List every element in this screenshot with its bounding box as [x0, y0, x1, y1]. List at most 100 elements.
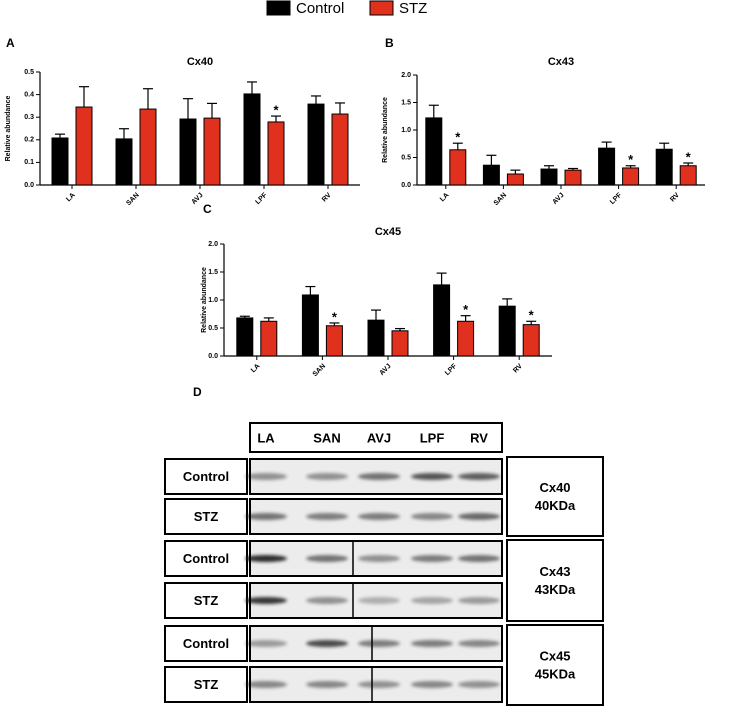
blot-band — [245, 597, 287, 604]
lane-label: LA — [257, 430, 275, 445]
bar — [457, 320, 475, 357]
chart-title: Cx43 — [548, 56, 574, 68]
bar — [598, 147, 616, 186]
blot-band — [245, 640, 287, 647]
y-tick-label: 0.5 — [208, 325, 218, 332]
y-tick-label: 0.0 — [208, 353, 218, 360]
significance-mark: * — [332, 309, 338, 324]
bar — [243, 93, 261, 186]
bar — [331, 113, 349, 186]
protein-size: 40KDa — [535, 498, 576, 513]
blot-band — [458, 513, 500, 520]
protein-size: 45KDa — [535, 666, 576, 681]
significance-mark: * — [529, 308, 535, 323]
x-tick-label: RV — [512, 363, 524, 375]
bar — [433, 284, 451, 357]
bar — [115, 138, 133, 186]
blot-band — [245, 555, 287, 562]
bar — [506, 173, 524, 186]
blot-band — [306, 681, 348, 688]
y-tick-label: 0.0 — [401, 182, 411, 189]
x-tick-label: RV — [321, 192, 333, 204]
lane-label: SAN — [313, 430, 340, 445]
bar — [679, 165, 697, 186]
blot-band — [411, 513, 453, 520]
y-tick-label: 1.5 — [401, 99, 411, 106]
bar — [482, 164, 500, 186]
lane-label: LPF — [420, 430, 445, 445]
blot-box — [249, 498, 503, 535]
blot-band — [245, 513, 287, 520]
bar — [179, 118, 197, 186]
blot-box — [249, 458, 503, 495]
y-tick-label: 0.3 — [24, 114, 34, 121]
blot-band — [411, 640, 453, 647]
y-tick-label: 0.1 — [24, 159, 34, 166]
group-box — [506, 624, 604, 706]
y-tick-label: 2.0 — [208, 241, 218, 248]
blot-band — [458, 597, 500, 604]
protein-name: Cx43 — [539, 564, 570, 579]
x-tick-label: SAN — [493, 192, 508, 207]
significance-mark: * — [455, 130, 461, 145]
bar — [564, 169, 582, 186]
row-label: STZ — [194, 593, 219, 608]
bar — [75, 106, 93, 186]
bar — [449, 149, 467, 186]
bar — [522, 324, 540, 357]
blot-band — [358, 555, 400, 562]
bar — [267, 121, 285, 186]
bar — [301, 294, 319, 357]
significance-mark: * — [463, 302, 469, 317]
lane-label: RV — [470, 430, 488, 445]
chart-title: Cx40 — [187, 56, 213, 68]
blot-box — [249, 666, 503, 703]
blot-band — [458, 473, 500, 480]
group-box — [506, 539, 604, 622]
bar — [391, 330, 409, 357]
row-label: Control — [183, 469, 229, 484]
y-tick-label: 0.5 — [401, 154, 411, 161]
chart-title: Cx45 — [375, 226, 401, 238]
blot-box — [249, 540, 503, 577]
blot-band — [306, 555, 348, 562]
blot-band — [358, 473, 400, 480]
blot-band — [245, 681, 287, 688]
bar — [139, 108, 157, 186]
x-tick-label: AVJ — [378, 363, 392, 377]
blot-band — [458, 681, 500, 688]
x-tick-label: LPF — [444, 362, 459, 377]
group-box — [506, 456, 604, 537]
protein-size: 43KDa — [535, 582, 576, 597]
x-tick-label: LPF — [609, 191, 624, 206]
row-label: Control — [183, 636, 229, 651]
panel-label: D — [193, 385, 202, 399]
blot-box — [249, 582, 503, 619]
blot-band — [358, 513, 400, 520]
blot-box — [249, 625, 503, 662]
y-tick-label: 0.4 — [24, 91, 34, 98]
bar — [203, 117, 221, 186]
blot-band — [458, 555, 500, 562]
bar — [655, 148, 673, 186]
x-tick-label: LA — [65, 192, 77, 204]
bar — [51, 137, 69, 186]
x-tick-label: LA — [439, 192, 451, 204]
y-tick-label: 1.0 — [401, 127, 411, 134]
legend-swatch — [369, 0, 394, 16]
y-axis-label: Relative abundance — [382, 97, 389, 163]
protein-name: Cx45 — [539, 648, 570, 663]
x-tick-label: LPF — [254, 191, 269, 206]
y-tick-label: 0.2 — [24, 137, 34, 144]
blot-band — [306, 640, 348, 647]
blot-band — [358, 681, 400, 688]
y-tick-label: 1.5 — [208, 269, 218, 276]
lane-header-box — [249, 422, 503, 453]
blot-band — [245, 473, 287, 480]
y-tick-label: 1.0 — [208, 297, 218, 304]
row-label: Control — [183, 551, 229, 566]
x-tick-label: RV — [669, 192, 681, 204]
panel-label: C — [203, 202, 212, 216]
significance-mark: * — [273, 103, 279, 118]
x-tick-label: LA — [250, 363, 262, 375]
